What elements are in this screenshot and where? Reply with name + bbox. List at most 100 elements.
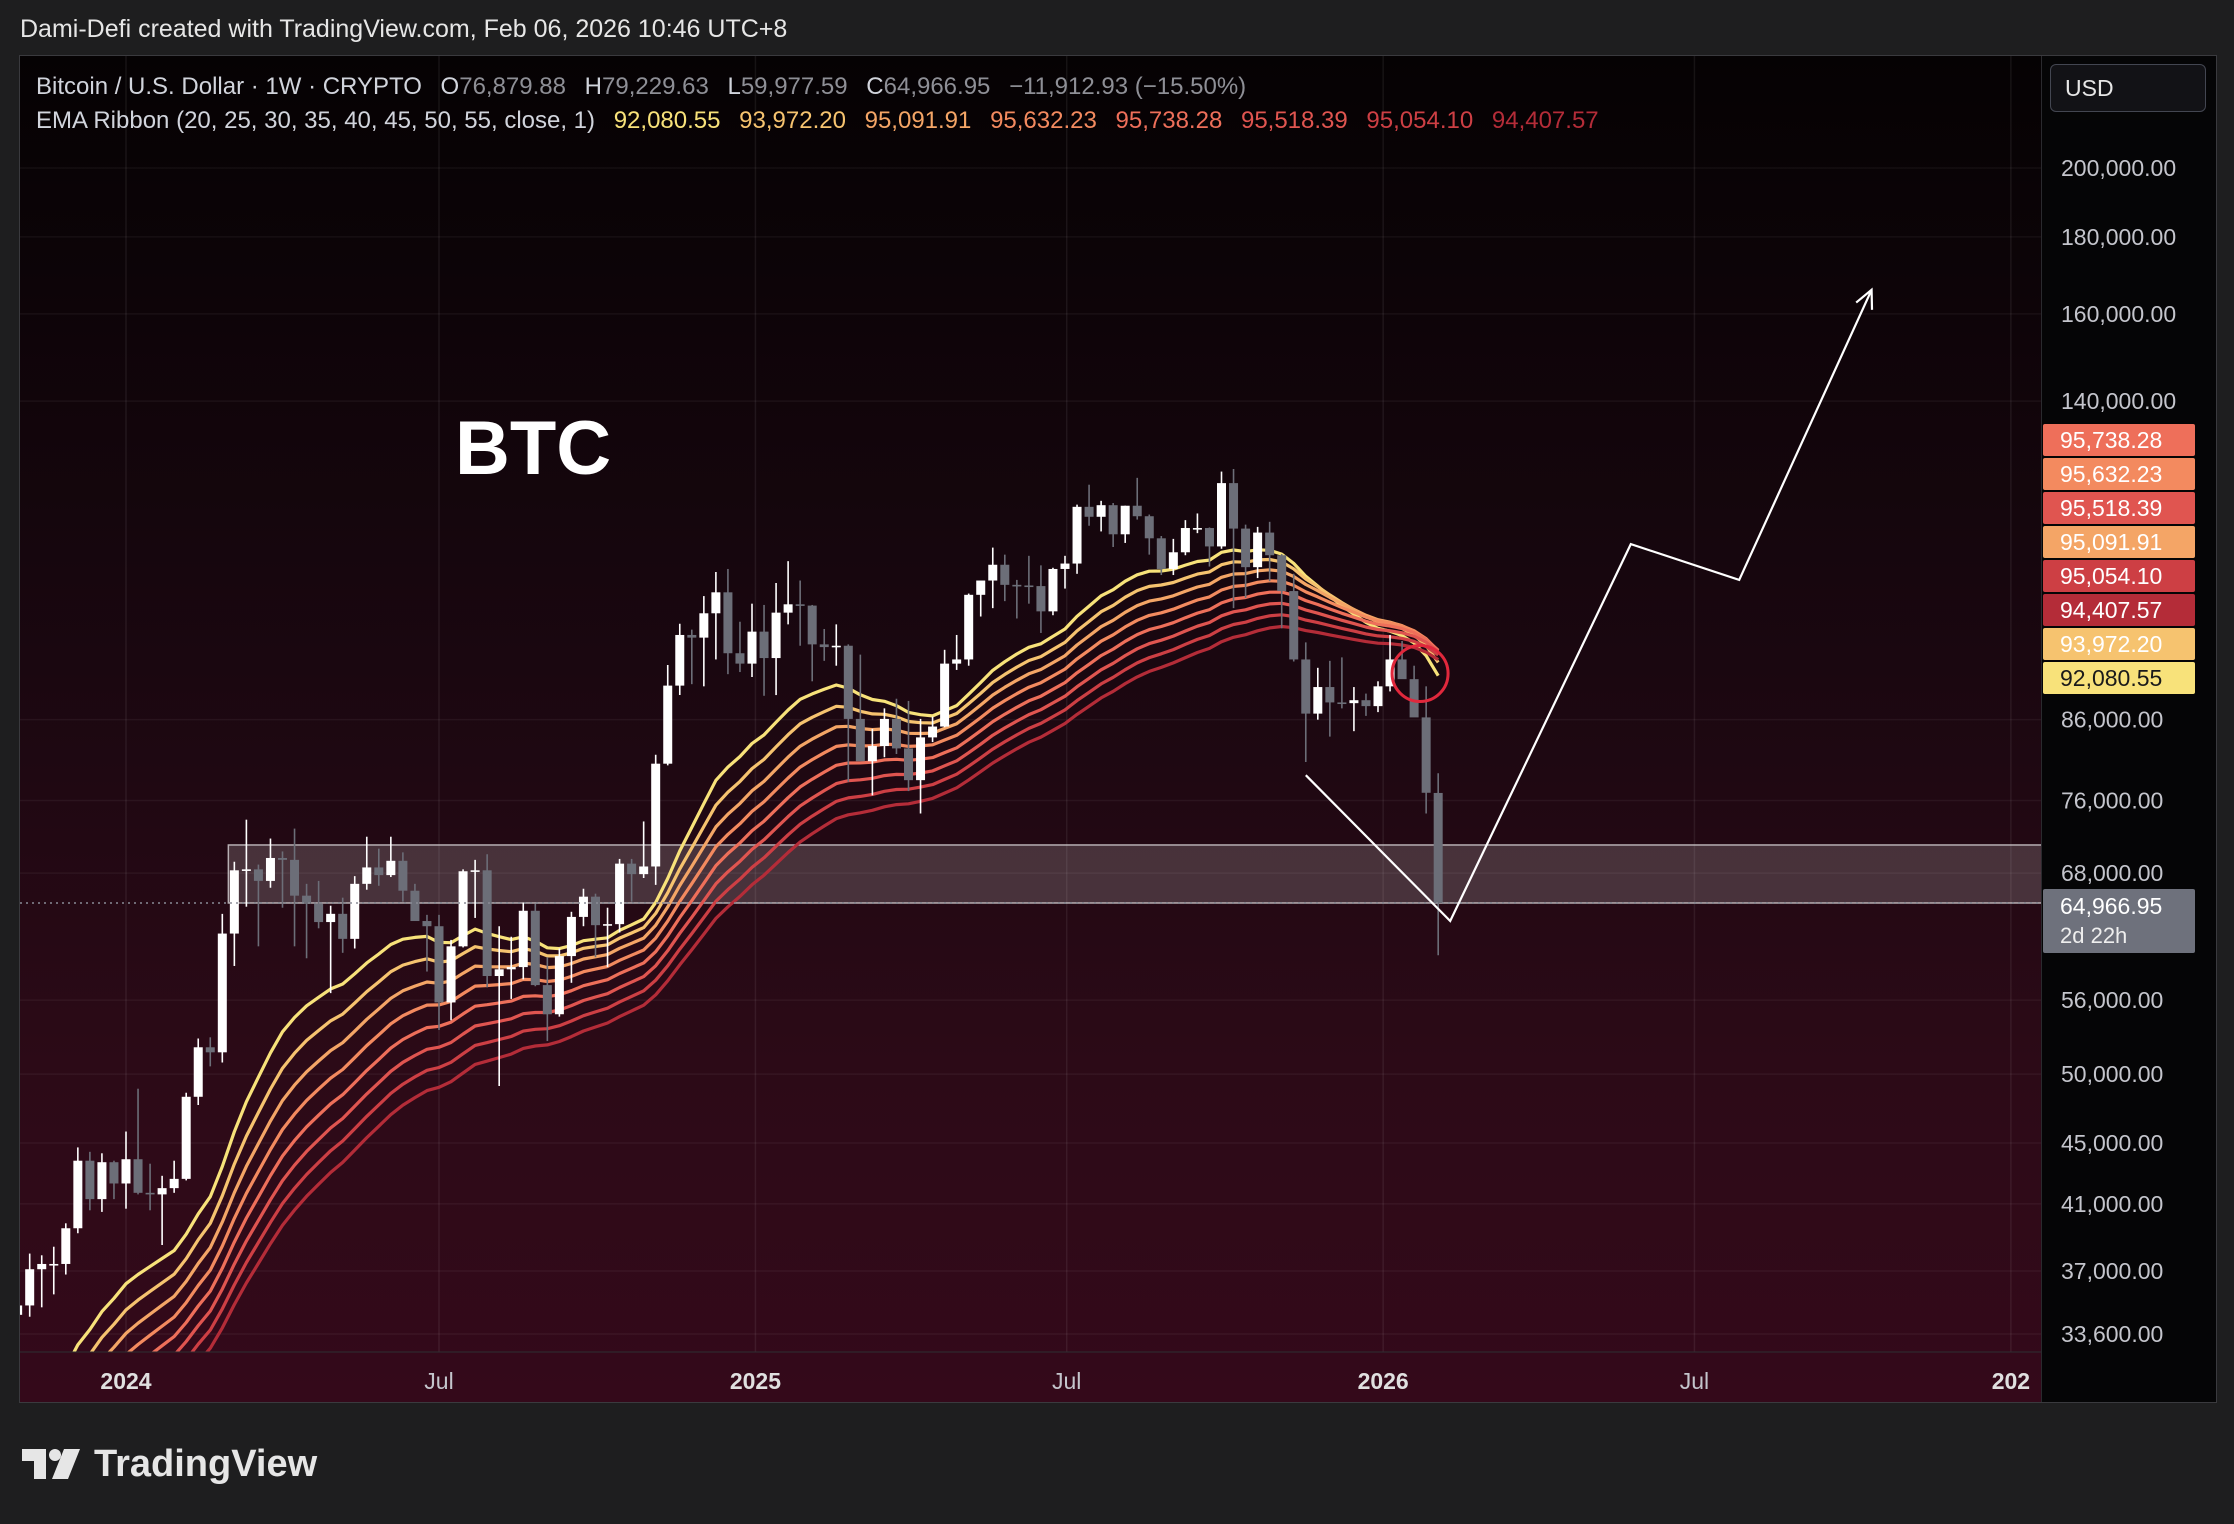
ema-indicator-label[interactable]: EMA Ribbon (20, 25, 30, 35, 40, 45, 50, … (36, 107, 596, 134)
candle-body (205, 1047, 215, 1053)
candle-body (374, 867, 384, 876)
candle-body (49, 1263, 59, 1266)
ema-price-tag (2043, 492, 2195, 524)
y-axis-tick-label: 180,000.00 (2061, 224, 2176, 250)
candle-body (85, 1160, 95, 1200)
candle (578, 888, 588, 927)
chart-frame[interactable]: BTC 2024 Jul 2025 Jul 2026 Jul 202 200,000.00 180… (19, 55, 2217, 1403)
candle-body (699, 613, 709, 638)
candle (61, 1223, 71, 1275)
candle (542, 957, 552, 1042)
candle (410, 883, 420, 922)
y-axis-tick-label: 56,000.00 (2061, 987, 2163, 1013)
candle (566, 911, 576, 983)
candle (771, 582, 781, 696)
candle (1084, 484, 1094, 526)
x-axis-tick-label: 2026 (1358, 1368, 1409, 1394)
candle (1012, 579, 1022, 619)
candle-body (458, 871, 468, 947)
candle (145, 1163, 155, 1211)
currency-selector[interactable]: USD (2050, 64, 2206, 112)
ema-line-50 (190, 613, 1440, 1352)
y-axis-tick-label: 50,000.00 (2061, 1061, 2163, 1087)
candle (85, 1151, 95, 1211)
candle-body (687, 634, 697, 638)
candle-body (867, 746, 877, 762)
candle (554, 948, 564, 1017)
candle (904, 700, 913, 792)
candle (109, 1160, 119, 1200)
candle-body (265, 857, 275, 881)
chart-title: BTC (455, 406, 611, 491)
close-label: C (866, 73, 884, 100)
candle (831, 624, 841, 666)
candle (121, 1131, 131, 1209)
candle-body (506, 967, 516, 970)
candle-body (25, 1269, 35, 1306)
candle (398, 852, 408, 902)
candle-body (109, 1162, 119, 1184)
y-axis-tick-label: 41,000.00 (2061, 1191, 2163, 1217)
ema-value-3: 95,091.91 (864, 107, 972, 134)
candle-body (542, 985, 552, 1015)
candle-body (338, 913, 348, 939)
candle (1060, 555, 1070, 589)
ema-line-45 (174, 601, 1440, 1352)
candle (530, 903, 540, 987)
candle (169, 1160, 179, 1193)
candle (49, 1246, 59, 1295)
open-value: 76,879.88 (459, 73, 566, 100)
candle (711, 571, 721, 660)
x-axis-tick-label: 2025 (730, 1368, 781, 1394)
candle (1349, 687, 1359, 732)
candle (1072, 504, 1082, 574)
candle-body (157, 1188, 167, 1195)
price-chart[interactable]: BTC 2024 Jul 2025 Jul 2026 Jul 202 200,000.00 180… (20, 56, 2217, 1403)
highlight-circle (1390, 643, 1450, 703)
candle-body (627, 863, 637, 875)
y-axis-tick-label: 45,000.00 (2061, 1130, 2163, 1156)
candle (482, 854, 492, 988)
candle-body (1048, 568, 1058, 612)
ema-line-35 (126, 579, 1440, 1352)
ema-line-30 (107, 568, 1440, 1352)
high-label: H (584, 73, 603, 100)
candle (783, 561, 793, 625)
candle (1229, 468, 1239, 609)
candle-body (314, 903, 324, 923)
ema-legend: EMA Ribbon (20, 25, 30, 35, 40, 45, 50, … (36, 104, 1611, 138)
candle-body (831, 645, 841, 648)
candle-body (410, 890, 420, 922)
candle-body (290, 859, 300, 896)
plot-area: BTC (20, 56, 2041, 1352)
candle (458, 869, 468, 948)
candle (1253, 526, 1263, 579)
candle (350, 876, 360, 949)
x-axis-tick-label: 2024 (100, 1368, 151, 1394)
ema-price-tag-label: 95,632.23 (2060, 461, 2162, 487)
price-scale[interactable] (2041, 56, 2216, 1402)
candle (37, 1255, 47, 1308)
y-axis-tick-label: 86,000.00 (2061, 707, 2163, 733)
candle-body (326, 913, 336, 923)
candle-body (879, 718, 889, 747)
candle-body (807, 605, 817, 645)
candle-body (639, 866, 649, 875)
candle-body (1132, 505, 1142, 517)
candle-body (1409, 679, 1419, 718)
candle-body (591, 896, 600, 926)
candle (73, 1147, 83, 1234)
tradingview-branding[interactable]: TradingView (22, 1438, 317, 1490)
candle-body (1397, 659, 1407, 680)
change-value: −11,912.93 (−15.50%) (1009, 73, 1247, 100)
candle (627, 858, 637, 902)
candle-body (1168, 552, 1178, 569)
candle-body (1253, 532, 1263, 568)
candle (1000, 554, 1010, 602)
y-axis-tick-label: 37,000.00 (2061, 1258, 2163, 1284)
candle (615, 858, 625, 933)
candle-body (1204, 528, 1214, 547)
candle-body (1313, 687, 1323, 714)
candle (97, 1153, 107, 1212)
symbol-label[interactable]: Bitcoin / U.S. Dollar · 1W · CRYPTO (36, 73, 422, 100)
